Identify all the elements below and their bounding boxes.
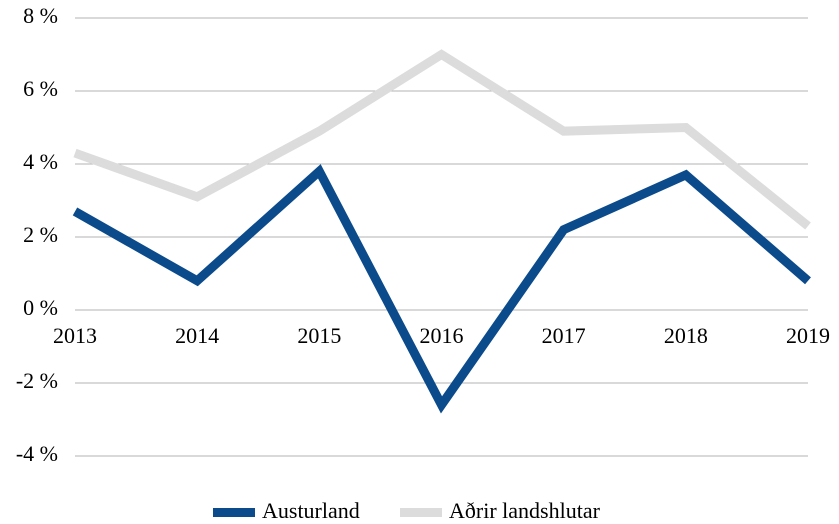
series-line bbox=[72, 164, 811, 414]
y-tick-label: -2 % bbox=[16, 368, 58, 393]
y-tick-label: 2 % bbox=[23, 222, 58, 247]
y-tick-label: 8 % bbox=[23, 3, 58, 28]
legend-label: Austurland bbox=[262, 498, 360, 523]
y-tick-label: -4 % bbox=[16, 441, 58, 466]
x-tick-label: 2014 bbox=[175, 323, 219, 348]
x-tick-label: 2015 bbox=[297, 323, 341, 348]
series-line bbox=[73, 49, 811, 230]
x-tick-label: 2017 bbox=[542, 323, 586, 348]
y-tick-label: 0 % bbox=[23, 295, 58, 320]
y-tick-label: 4 % bbox=[23, 149, 58, 174]
y-tick-label: 6 % bbox=[23, 76, 58, 101]
x-tick-label: 2019 bbox=[786, 323, 830, 348]
x-tick-label: 2016 bbox=[420, 323, 464, 348]
legend-swatch bbox=[400, 508, 442, 517]
x-tick-label: 2018 bbox=[664, 323, 708, 348]
legend-swatch bbox=[213, 508, 255, 517]
legend-label: Aðrir landshlutar bbox=[449, 498, 601, 523]
x-tick-label: 2013 bbox=[53, 323, 97, 348]
